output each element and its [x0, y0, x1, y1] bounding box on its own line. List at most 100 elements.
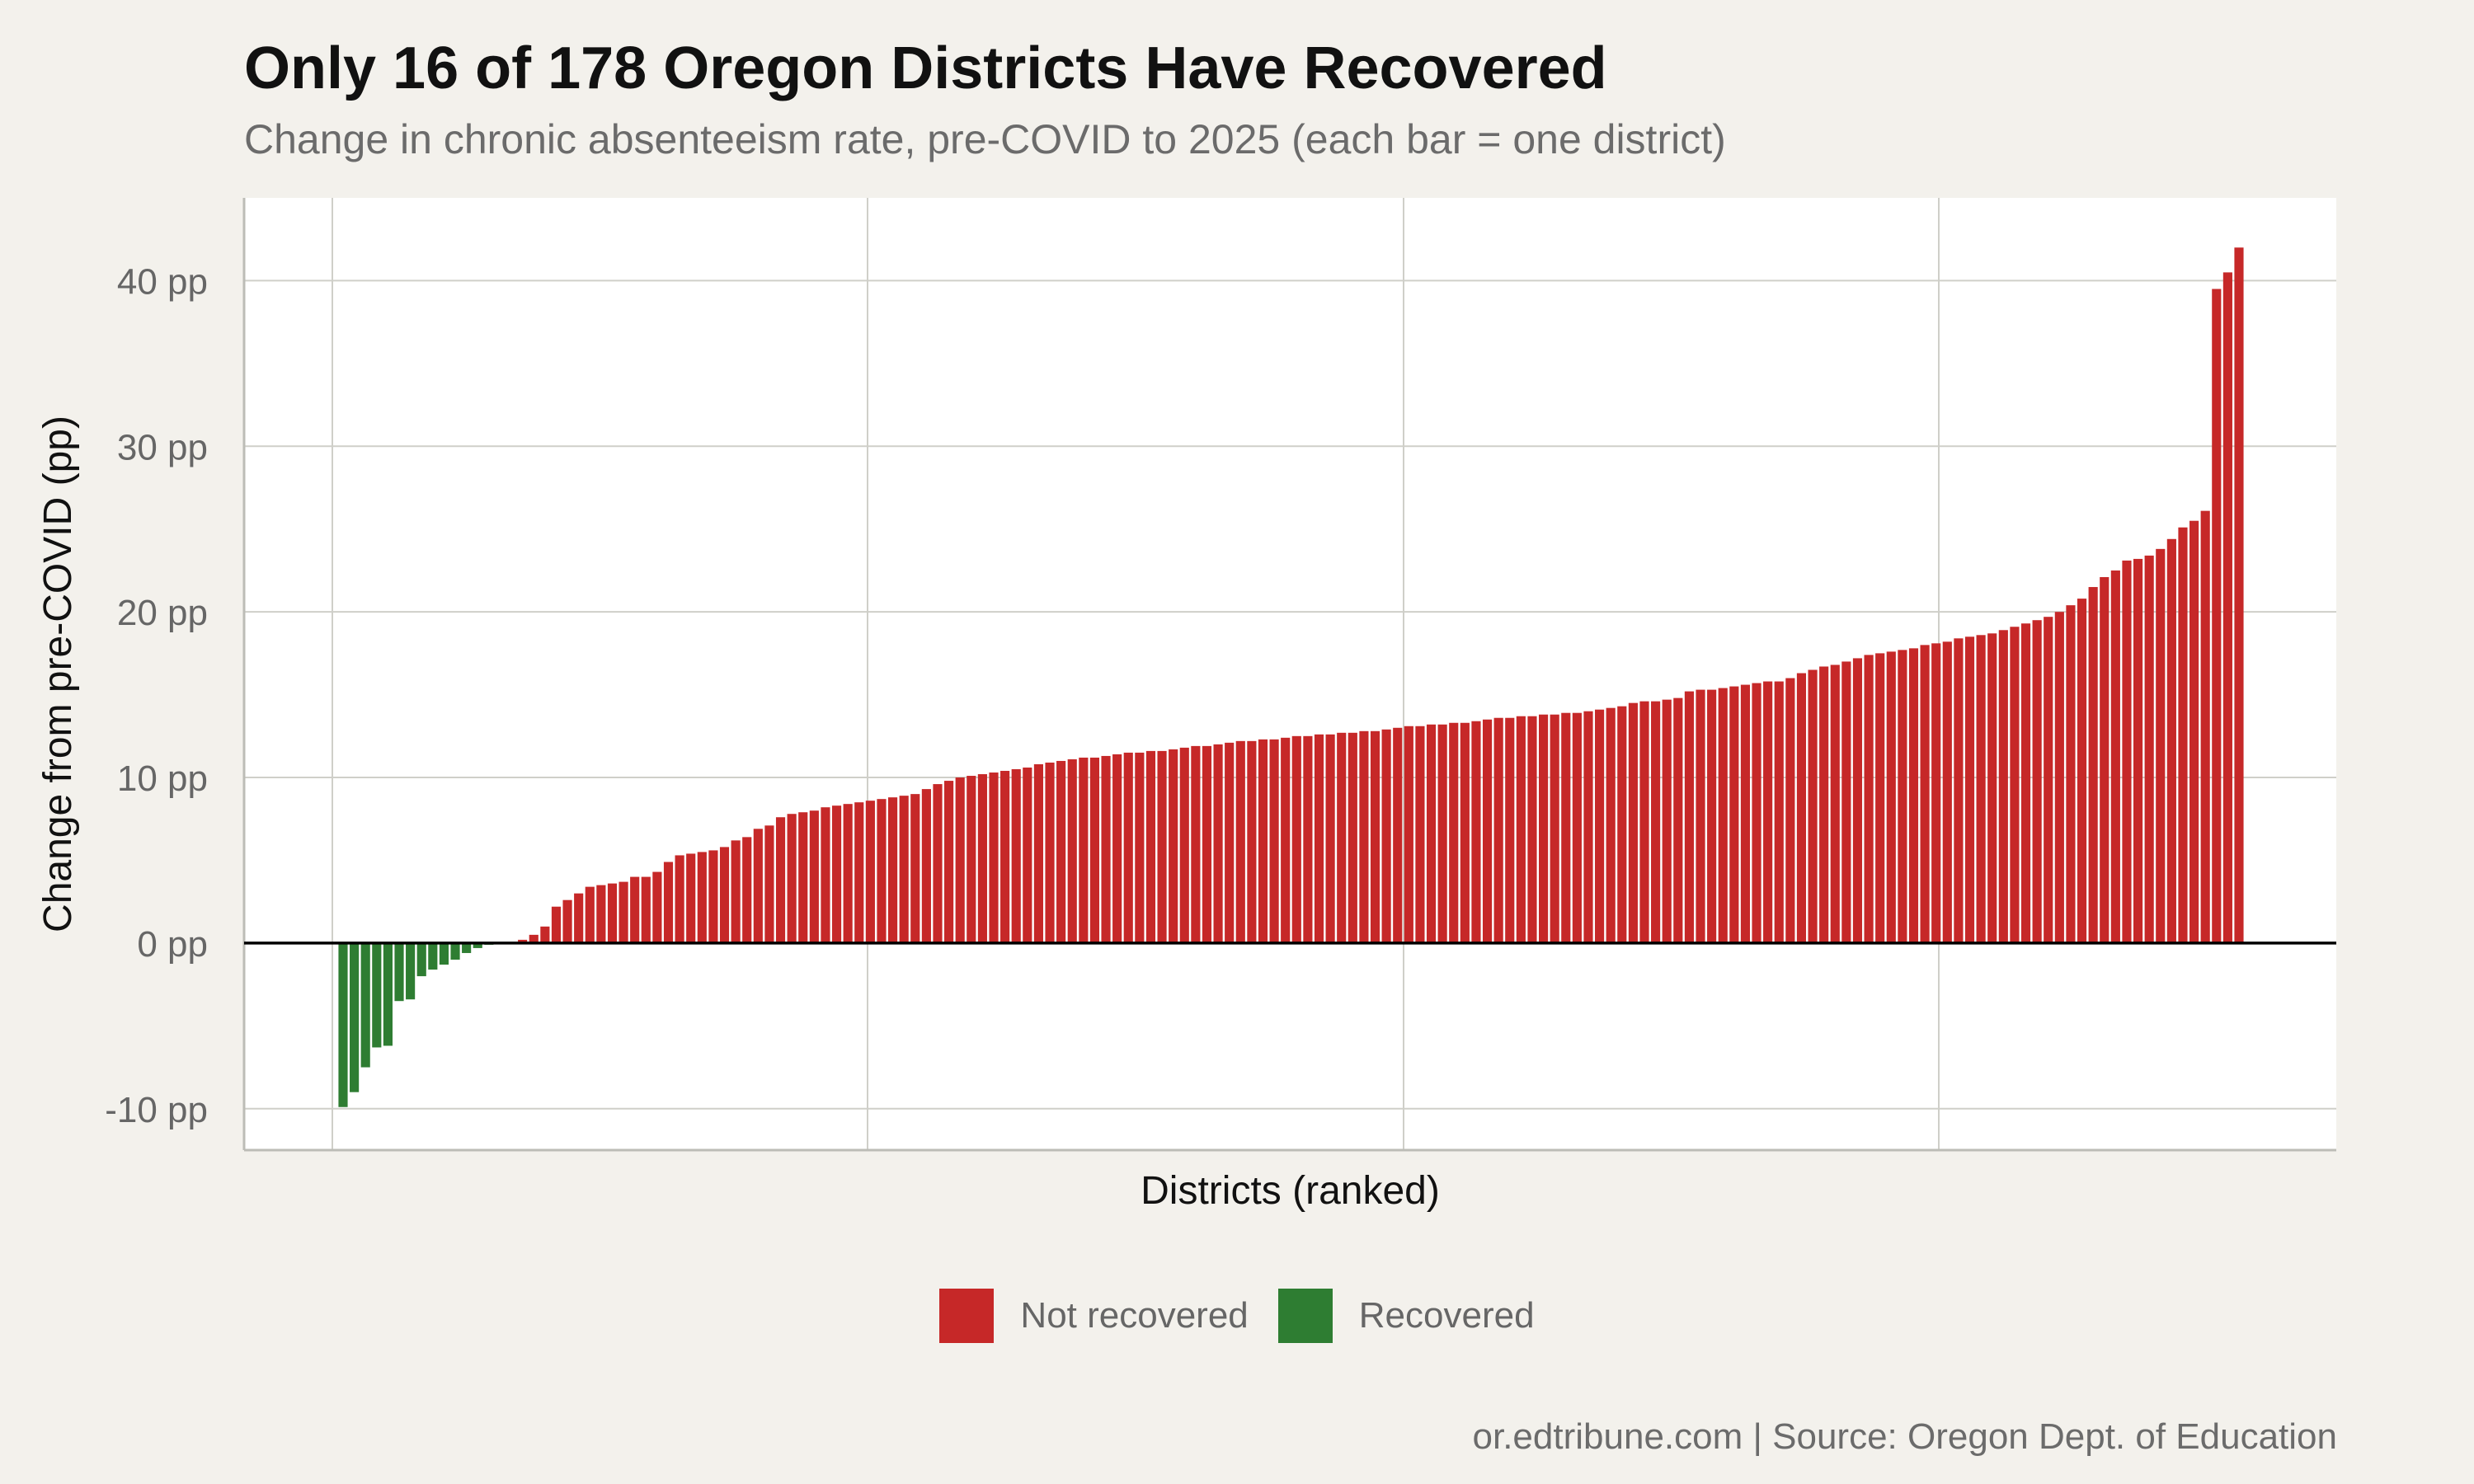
bar-not-recovered	[764, 825, 774, 943]
bar-not-recovered	[1572, 712, 1582, 943]
bar-not-recovered	[843, 804, 853, 943]
bar-not-recovered	[1595, 709, 1605, 943]
bar-not-recovered	[1426, 724, 1437, 943]
x-axis-title: Districts (ranked)	[1141, 1169, 1440, 1213]
bar-not-recovered	[1169, 749, 1178, 943]
bar-not-recovered	[686, 853, 696, 943]
bar-not-recovered	[1460, 722, 1470, 943]
bar-not-recovered	[742, 837, 752, 943]
bar-not-recovered	[1886, 651, 1896, 943]
bar-not-recovered	[1718, 688, 1728, 943]
y-tick-label: 40 pp	[117, 261, 208, 302]
bar-not-recovered	[2032, 620, 2042, 943]
bar-not-recovered	[2212, 289, 2222, 943]
bar-not-recovered	[967, 776, 976, 943]
bar-not-recovered	[1404, 726, 1413, 943]
bar-not-recovered	[977, 774, 987, 943]
bar-not-recovered	[1482, 719, 1493, 943]
bar-not-recovered	[607, 883, 618, 943]
legend-item-recovered: Recovered	[1277, 1289, 1535, 1343]
bar-not-recovered	[1808, 669, 1818, 943]
bar-not-recovered	[1707, 689, 1717, 943]
bar-not-recovered	[1471, 721, 1481, 943]
bar-not-recovered	[618, 881, 628, 943]
bar-not-recovered	[1269, 739, 1279, 943]
bar-not-recovered	[529, 934, 539, 943]
bar-not-recovered	[1527, 716, 1537, 943]
bar-not-recovered	[1235, 740, 1245, 943]
bar-recovered	[450, 942, 460, 960]
bar-not-recovered	[1583, 711, 1593, 943]
bar-recovered	[439, 942, 449, 965]
bar-recovered	[428, 942, 438, 970]
bar-not-recovered	[1381, 729, 1391, 943]
bar-not-recovered	[2044, 617, 2053, 943]
bar-not-recovered	[1651, 701, 1661, 943]
bar-not-recovered	[1348, 732, 1357, 943]
bar-not-recovered	[708, 850, 718, 943]
bar-not-recovered	[1796, 673, 1807, 943]
bar-not-recovered	[1774, 681, 1784, 943]
bar-not-recovered	[641, 876, 651, 943]
y-axis-title: Change from pre-COVID (pp)	[36, 416, 80, 932]
bar-not-recovered	[1089, 757, 1100, 943]
bar-not-recovered	[1067, 758, 1077, 943]
bar-not-recovered	[1964, 636, 1975, 943]
bar-not-recovered	[2054, 612, 2064, 943]
bar-not-recovered	[1359, 730, 1369, 943]
bar-not-recovered	[1673, 697, 1683, 943]
bar-not-recovered	[2100, 576, 2109, 943]
bar-not-recovered	[753, 829, 763, 943]
bar-not-recovered	[1684, 691, 1694, 943]
y-tick-label: 20 pp	[117, 593, 208, 633]
bar-not-recovered	[1191, 745, 1201, 943]
bar-not-recovered	[955, 777, 965, 943]
bar-not-recovered	[675, 855, 684, 943]
bar-not-recovered	[1202, 745, 1212, 943]
bar-not-recovered	[2077, 599, 2087, 943]
bar-not-recovered	[2234, 247, 2244, 943]
bar-not-recovered	[1696, 689, 1705, 943]
bar-not-recovered	[585, 886, 595, 943]
chart-subtitle: Change in chronic absenteeism rate, pre-…	[244, 116, 1726, 162]
bar-recovered	[338, 942, 348, 1107]
bar-not-recovered	[1045, 762, 1055, 943]
bar-not-recovered	[1606, 707, 1616, 943]
bar-not-recovered	[1662, 699, 1672, 943]
bar-not-recovered	[2200, 510, 2210, 943]
bar-not-recovered	[1550, 714, 1559, 943]
bar-not-recovered	[2144, 555, 2154, 943]
y-tick-label: 0 pp	[137, 924, 208, 965]
bar-not-recovered	[1920, 645, 1930, 943]
y-tick-label: 30 pp	[117, 427, 208, 467]
bar-not-recovered	[1998, 630, 2008, 943]
bar-recovered	[416, 942, 426, 977]
bar-recovered	[383, 942, 393, 1046]
bar-not-recovered	[1281, 737, 1291, 943]
bar-not-recovered	[798, 812, 808, 943]
bar-not-recovered	[989, 773, 999, 943]
legend-swatch-not-recovered	[939, 1289, 995, 1343]
bar-not-recovered	[910, 794, 920, 943]
bar-not-recovered	[2133, 558, 2143, 943]
bar-not-recovered	[787, 814, 797, 943]
bar-recovered	[473, 942, 482, 948]
bar-not-recovered	[1112, 754, 1122, 943]
bar-not-recovered	[2020, 623, 2031, 943]
bar-not-recovered	[1954, 638, 1964, 943]
bar-not-recovered	[1393, 727, 1403, 943]
bar-not-recovered	[1213, 744, 1223, 943]
bar-not-recovered	[2110, 570, 2120, 943]
bar-not-recovered	[1785, 678, 1795, 943]
bar-not-recovered	[921, 789, 931, 943]
bar-not-recovered	[1539, 714, 1549, 943]
bar-not-recovered	[1415, 726, 1425, 943]
bar-not-recovered	[809, 810, 819, 943]
bar-not-recovered	[1628, 702, 1638, 943]
bar-not-recovered	[933, 784, 943, 943]
bar-not-recovered	[562, 899, 572, 943]
bar-not-recovered	[596, 885, 606, 943]
bar-recovered	[462, 942, 472, 953]
bar-not-recovered	[1898, 650, 1907, 943]
bar-not-recovered	[888, 797, 898, 943]
